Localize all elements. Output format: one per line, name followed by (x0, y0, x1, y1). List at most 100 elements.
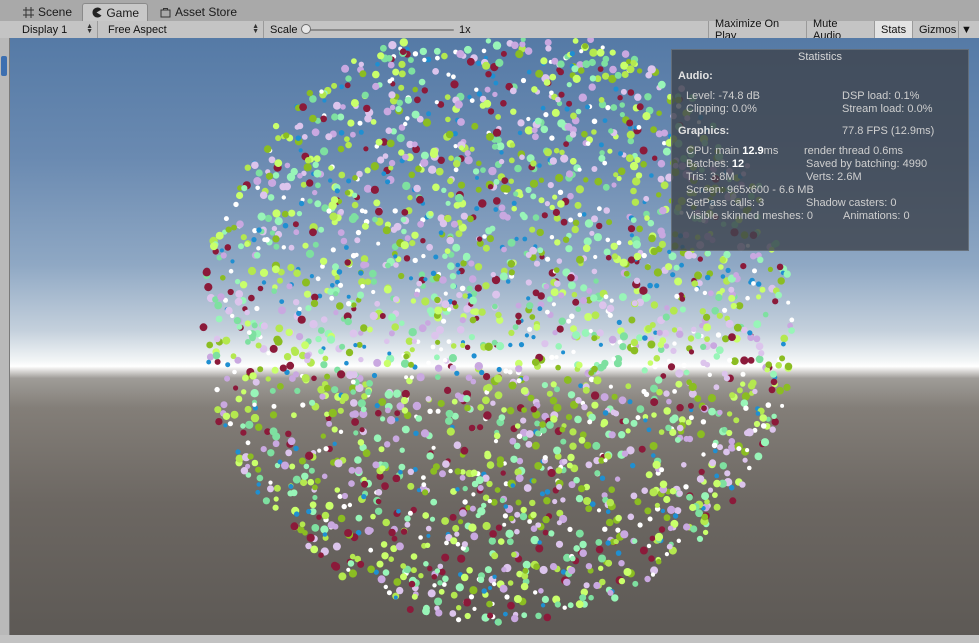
particle (618, 560, 625, 567)
particle (566, 100, 573, 107)
particle (703, 323, 712, 332)
particle (437, 101, 445, 108)
mute-audio-button[interactable]: Mute Audio (807, 18, 875, 42)
particle (214, 406, 222, 414)
particle (456, 326, 465, 334)
particle (781, 341, 786, 347)
display-dropdown[interactable]: Display 1 ▲ ▼ (16, 21, 98, 38)
particle (320, 316, 328, 323)
particle (651, 412, 657, 418)
particle (405, 116, 410, 121)
particle (557, 60, 565, 68)
particle (402, 181, 411, 191)
scroll-handle[interactable] (1, 56, 7, 76)
particle (701, 513, 709, 521)
gizmos-dropdown-arrow-icon[interactable]: ▼ (961, 23, 972, 36)
particle (756, 281, 762, 287)
particle (656, 388, 663, 396)
particle (482, 61, 491, 70)
particle (679, 262, 684, 268)
particle (663, 390, 670, 397)
particle (606, 219, 613, 226)
particle (309, 320, 318, 329)
particle (290, 346, 298, 354)
particle (639, 546, 648, 555)
particle (611, 594, 619, 602)
particle (435, 55, 440, 61)
particle (462, 485, 468, 492)
particle (728, 438, 736, 445)
particle (762, 311, 769, 318)
particle (740, 263, 747, 270)
particle (395, 256, 402, 263)
particle (204, 283, 213, 292)
stats-button[interactable]: Stats (875, 21, 913, 38)
particle (391, 323, 400, 331)
particle (533, 563, 540, 570)
tab-asset-store[interactable]: Asset Store (151, 3, 245, 21)
particle (468, 275, 477, 283)
particle (515, 312, 522, 320)
particle (599, 475, 606, 481)
particle (324, 384, 331, 392)
particle (384, 338, 390, 345)
particle (309, 508, 317, 516)
maximize-on-play-button[interactable]: Maximize On Play (708, 18, 807, 42)
particle (491, 339, 498, 346)
particle (537, 301, 545, 308)
particle (438, 230, 444, 236)
particle (566, 462, 573, 469)
particle (630, 187, 637, 195)
particle (302, 278, 310, 287)
particle (454, 100, 463, 109)
particle (225, 306, 233, 315)
particle (566, 318, 572, 324)
particle (499, 272, 508, 281)
particle (598, 142, 604, 148)
tab-game[interactable]: Game (82, 3, 148, 21)
particle (464, 150, 471, 157)
particle (338, 208, 344, 215)
gizmos-button[interactable]: Gizmos (913, 21, 959, 38)
particle (477, 576, 485, 583)
particle (521, 407, 527, 413)
particle (641, 252, 647, 259)
particle (599, 150, 605, 156)
particle (642, 112, 651, 121)
particle (326, 335, 336, 344)
particle (515, 365, 523, 373)
particle (435, 167, 444, 176)
particle (619, 102, 625, 108)
particle (516, 433, 523, 440)
particle (426, 243, 433, 251)
particle (272, 172, 280, 179)
particle (523, 484, 532, 492)
scale-value: 1x (459, 23, 471, 36)
particle (493, 432, 501, 440)
particle (277, 383, 284, 390)
particle (579, 431, 587, 439)
particle (469, 98, 475, 103)
particle (485, 383, 493, 392)
scale-slider-track[interactable] (306, 29, 454, 31)
particle (613, 172, 619, 178)
particle (240, 429, 247, 436)
particle (401, 228, 407, 235)
aspect-dropdown[interactable]: Free Aspect ▲ ▼ (102, 21, 264, 38)
particle (537, 247, 544, 254)
particle (460, 342, 466, 348)
particle (297, 315, 306, 324)
particle (602, 183, 610, 191)
particle (667, 505, 676, 514)
particle (337, 145, 345, 153)
particle (337, 282, 344, 288)
particle (379, 465, 386, 472)
scale-slider-thumb[interactable] (301, 24, 311, 34)
particle (404, 96, 412, 104)
particle (375, 409, 382, 417)
particle (288, 209, 296, 217)
particle (385, 407, 391, 414)
dropdown-arrows-icon: ▲ ▼ (252, 23, 259, 35)
particle (439, 470, 446, 478)
tab-scene[interactable]: Scene (14, 3, 80, 21)
